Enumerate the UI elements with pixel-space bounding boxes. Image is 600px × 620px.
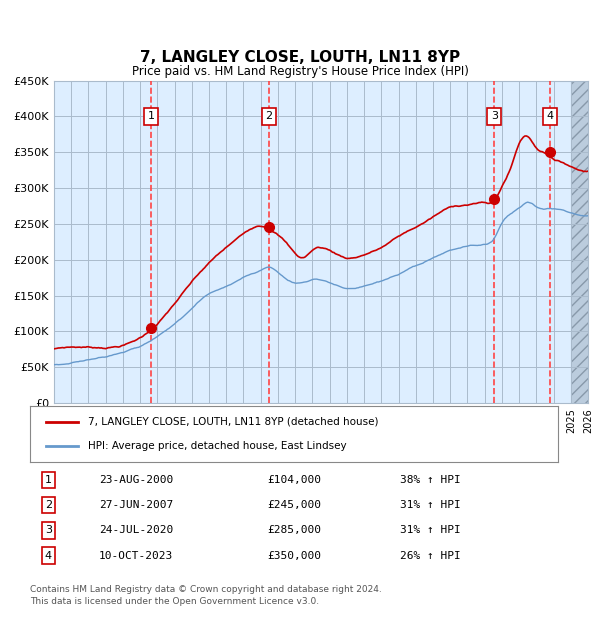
Text: HPI: Average price, detached house, East Lindsey: HPI: Average price, detached house, East…: [88, 441, 347, 451]
Text: 24-JUL-2020: 24-JUL-2020: [98, 525, 173, 536]
Text: 27-JUN-2007: 27-JUN-2007: [98, 500, 173, 510]
Text: 38% ↑ HPI: 38% ↑ HPI: [400, 475, 460, 485]
Text: 2: 2: [45, 500, 52, 510]
Text: 4: 4: [45, 551, 52, 560]
Text: £104,000: £104,000: [268, 475, 322, 485]
Text: £245,000: £245,000: [268, 500, 322, 510]
Text: This data is licensed under the Open Government Licence v3.0.: This data is licensed under the Open Gov…: [30, 598, 319, 606]
Text: 23-AUG-2000: 23-AUG-2000: [98, 475, 173, 485]
Text: £285,000: £285,000: [268, 525, 322, 536]
Text: 26% ↑ HPI: 26% ↑ HPI: [400, 551, 460, 560]
Text: Contains HM Land Registry data © Crown copyright and database right 2024.: Contains HM Land Registry data © Crown c…: [30, 585, 382, 594]
Text: 4: 4: [546, 112, 553, 122]
Bar: [571, 81, 592, 403]
Text: Price paid vs. HM Land Registry's House Price Index (HPI): Price paid vs. HM Land Registry's House …: [131, 64, 469, 78]
Text: 1: 1: [45, 475, 52, 485]
Text: 2: 2: [266, 112, 273, 122]
Text: 3: 3: [45, 525, 52, 536]
Text: 3: 3: [491, 112, 498, 122]
Text: 10-OCT-2023: 10-OCT-2023: [98, 551, 173, 560]
Text: 1: 1: [148, 112, 155, 122]
Text: £350,000: £350,000: [268, 551, 322, 560]
Text: 31% ↑ HPI: 31% ↑ HPI: [400, 500, 460, 510]
Text: 7, LANGLEY CLOSE, LOUTH, LN11 8YP: 7, LANGLEY CLOSE, LOUTH, LN11 8YP: [140, 50, 460, 65]
Text: 7, LANGLEY CLOSE, LOUTH, LN11 8YP (detached house): 7, LANGLEY CLOSE, LOUTH, LN11 8YP (detac…: [88, 417, 379, 427]
Text: 31% ↑ HPI: 31% ↑ HPI: [400, 525, 460, 536]
